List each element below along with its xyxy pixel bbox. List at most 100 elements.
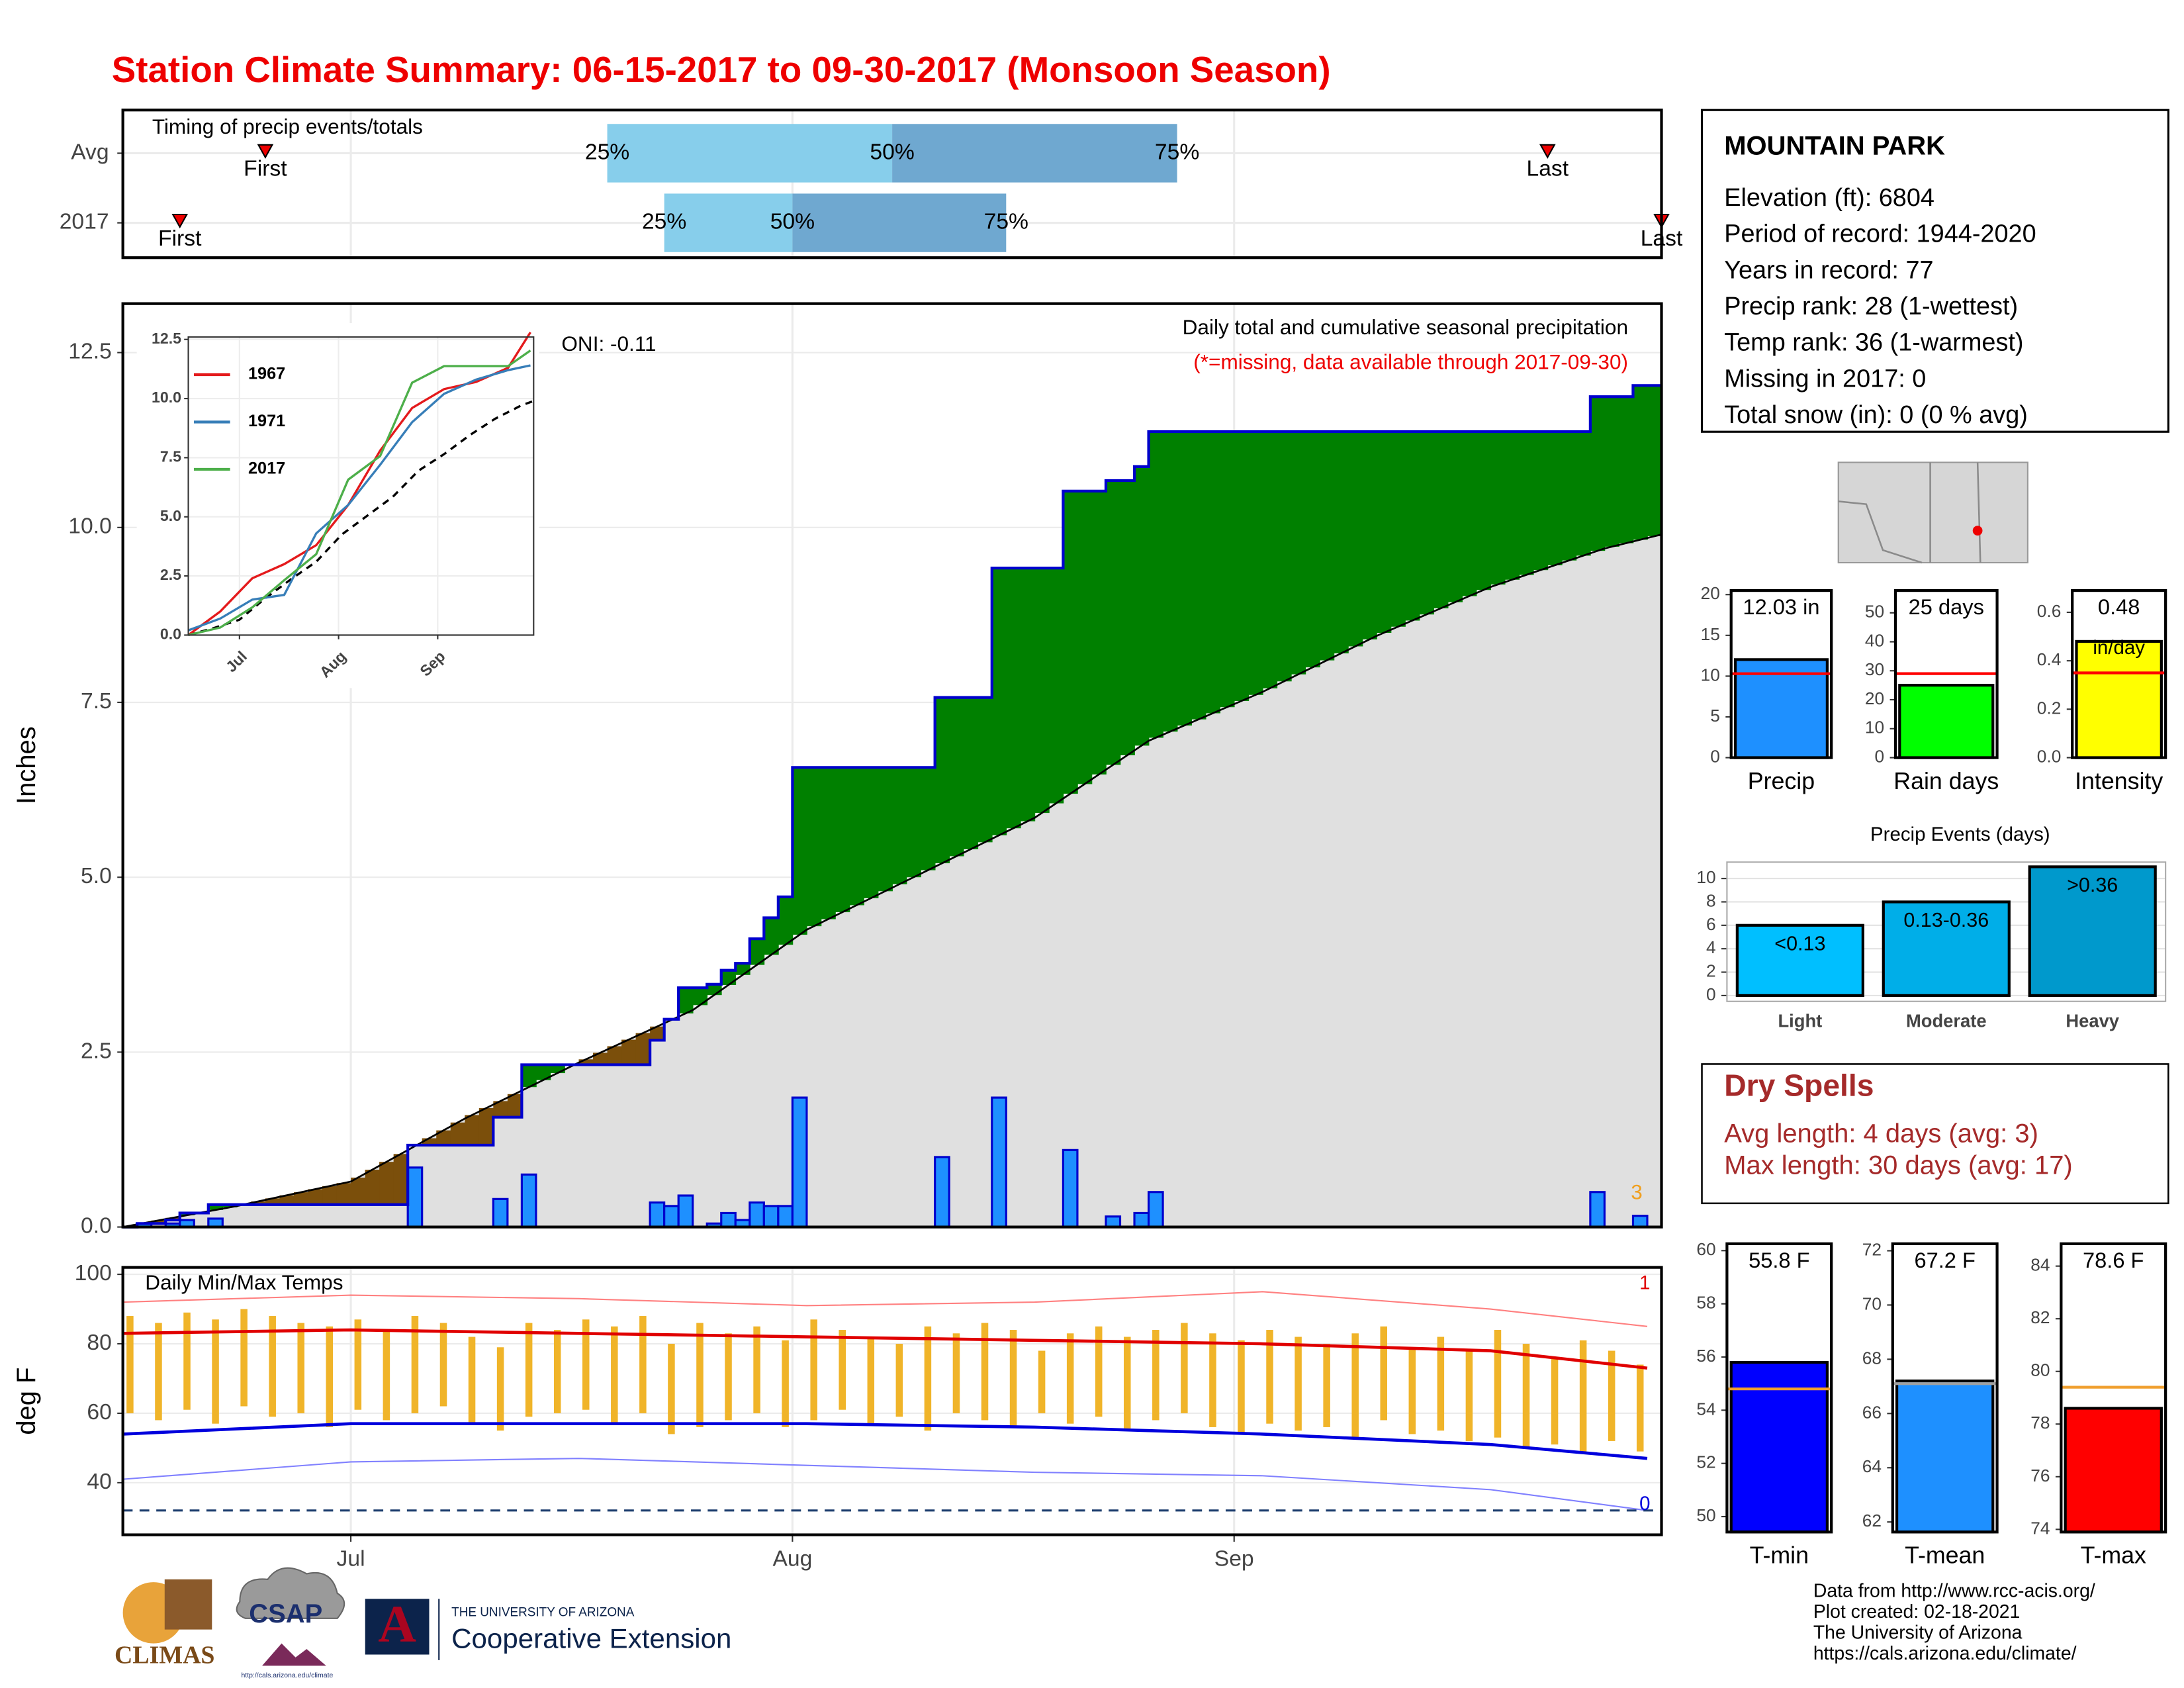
daily-precip-bar: [1133, 1211, 1150, 1229]
deficit-fill: [635, 1033, 651, 1065]
value-label: 78.6 F: [2083, 1248, 2144, 1272]
count-label: 3: [1631, 1180, 1643, 1203]
surplus-fill: [1561, 432, 1577, 561]
temp-range-bar: [1323, 1344, 1330, 1427]
temp-range-bar: [126, 1316, 134, 1413]
deficit-fill: [436, 1130, 451, 1145]
deficit-fill: [607, 1046, 622, 1065]
y-tick-label: 54: [1696, 1399, 1715, 1419]
station-line: Missing in 2017: 0: [1724, 365, 1926, 393]
surplus-fill: [1519, 432, 1534, 575]
credit-line: https://cals.arizona.edu/climate/: [1813, 1643, 2077, 1664]
surplus-fill: [1462, 432, 1477, 596]
temp-range-bar: [1095, 1326, 1103, 1417]
oni-label: ONI: -0.11: [561, 332, 656, 355]
quartile-label: 50%: [870, 140, 914, 164]
bar: [1882, 900, 2011, 998]
deficit-fill: [507, 1094, 523, 1117]
unit-label: in/day: [2093, 637, 2145, 659]
surplus-fill: [1006, 568, 1021, 829]
category-label: Precip: [1748, 768, 1815, 794]
surplus-fill: [835, 767, 850, 913]
temp-range-bar: [496, 1347, 504, 1431]
page-title: Station Climate Summary: 06-15-2017 to 0…: [112, 49, 1331, 90]
csap-url: http://cals.arizona.edu/climate: [241, 1671, 333, 1679]
deficit-fill: [422, 1138, 437, 1145]
climas-logo-text: CLIMAS: [114, 1641, 214, 1669]
y-tick-label: 5.0: [81, 864, 112, 888]
temp-range-bar: [553, 1330, 561, 1413]
bar: [2028, 865, 2157, 998]
y-tick-label: 40: [1865, 630, 1884, 650]
temp-range-bar: [439, 1323, 447, 1407]
surplus-fill: [1277, 432, 1292, 682]
daily-precip-bar: [991, 1096, 1007, 1229]
record-high-line: [122, 1291, 1648, 1327]
y-tick-label: 80: [2030, 1360, 2050, 1380]
y-tick-label: 0.2: [2037, 698, 2062, 718]
station-line: Temp rank: 36 (1-warmest): [1724, 329, 2023, 357]
y-tick-label: 5.0: [160, 507, 181, 524]
temp-range-bar: [582, 1319, 590, 1410]
surplus-fill: [1504, 432, 1520, 580]
surplus-fill: [1576, 432, 1591, 556]
y-tick-label: 4: [1706, 937, 1716, 957]
surplus-fill: [707, 984, 722, 996]
cumulative-line: [122, 384, 1662, 1229]
y-tick-label: 0.6: [2037, 601, 2062, 621]
value-label: 25 days: [1909, 594, 1984, 619]
bar: [2075, 639, 2163, 759]
series-line: [187, 332, 531, 636]
y-tick-label: 0.0: [2037, 746, 2062, 766]
legend-label: 2017: [248, 459, 285, 478]
surplus-fill: [1120, 481, 1135, 755]
average-line: [188, 400, 534, 637]
surplus-fill: [1063, 491, 1078, 794]
average-high-line: [122, 1328, 1648, 1370]
category-label: T-max: [2081, 1542, 2146, 1569]
deficit-fill: [336, 1183, 351, 1205]
temp-range-bar: [696, 1323, 704, 1427]
dry-spells-title: Dry Spells: [1724, 1068, 1874, 1102]
surplus-fill: [535, 1064, 551, 1080]
surplus-fill: [1618, 397, 1634, 543]
temp-range-bar: [1066, 1333, 1074, 1424]
surplus-fill: [1305, 432, 1320, 668]
surplus-fill: [1134, 466, 1150, 746]
y-tick-label: 10: [1701, 665, 1720, 684]
station-box: [1700, 109, 2169, 433]
deficit-fill: [351, 1177, 366, 1205]
temp-range-bar: [183, 1312, 191, 1410]
temp-range-bar: [1152, 1330, 1160, 1421]
y-tick-label: 60: [1696, 1239, 1715, 1259]
quartile-bar: [664, 193, 793, 252]
y-tick-label: 8: [1706, 890, 1716, 910]
plot-frame: [187, 336, 535, 636]
state-borders: [1838, 462, 1981, 564]
bar-label: <0.13: [1774, 932, 1825, 955]
surplus-fill: [208, 1204, 224, 1210]
x-tick-label: Jul: [337, 1546, 365, 1571]
value-label: 55.8 F: [1749, 1248, 1809, 1272]
y-tick-label: 7.5: [160, 448, 181, 465]
daily-precip-bar: [1062, 1149, 1079, 1229]
surplus-fill: [1077, 491, 1093, 784]
y-tick-label: 80: [87, 1331, 111, 1355]
plot-frame: [2060, 1242, 2167, 1534]
surplus-fill: [1220, 432, 1235, 708]
daily-precip-bar: [762, 1205, 780, 1229]
y-tick-label: 12.5: [152, 330, 181, 347]
surplus-fill: [1547, 432, 1563, 565]
y-tick-label: 70: [1862, 1293, 1882, 1313]
surplus-fill: [991, 568, 1007, 835]
y-tick-label: 68: [1862, 1348, 1882, 1368]
temp-range-bar: [753, 1326, 760, 1413]
surplus-fill: [963, 697, 979, 849]
surplus-fill: [849, 767, 864, 906]
surplus-fill: [1447, 432, 1463, 602]
daily-precip-bar: [1631, 1215, 1649, 1229]
chart-subtitle: Daily total and cumulative seasonal prec…: [1183, 315, 1628, 339]
surplus-fill: [1248, 432, 1263, 695]
event-marker: [171, 213, 189, 229]
